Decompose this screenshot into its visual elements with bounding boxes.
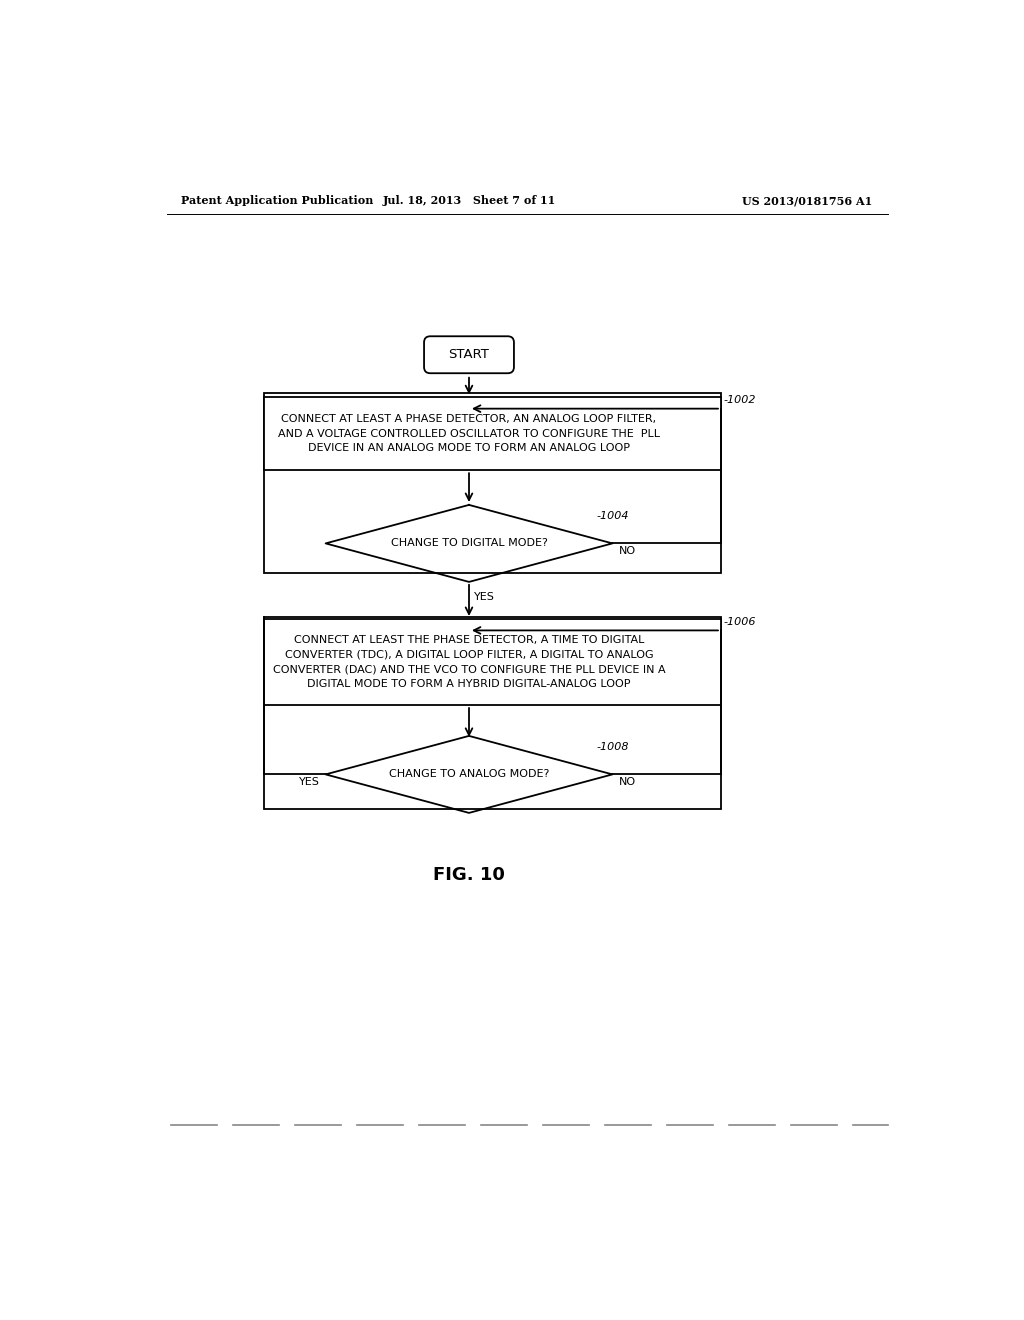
Text: Patent Application Publication: Patent Application Publication — [180, 195, 373, 206]
Text: NO: NO — [618, 777, 636, 788]
Text: CONNECT AT LEAST A PHASE DETECTOR, AN ANALOG LOOP FILTER,
AND A VOLTAGE CONTROLL: CONNECT AT LEAST A PHASE DETECTOR, AN AN… — [278, 414, 660, 454]
Text: FIG. 10: FIG. 10 — [433, 866, 505, 883]
Text: NO: NO — [618, 546, 636, 557]
Text: CHANGE TO ANALOG MODE?: CHANGE TO ANALOG MODE? — [389, 770, 549, 779]
Text: -1008: -1008 — [597, 742, 630, 752]
FancyBboxPatch shape — [424, 337, 514, 374]
Text: -1006: -1006 — [723, 616, 756, 627]
Text: START: START — [449, 348, 489, 362]
Bar — [263, 616, 721, 809]
Text: CHANGE TO DIGITAL MODE?: CHANGE TO DIGITAL MODE? — [390, 539, 548, 548]
Text: CONNECT AT LEAST THE PHASE DETECTOR, A TIME TO DIGITAL
CONVERTER (TDC), A DIGITA: CONNECT AT LEAST THE PHASE DETECTOR, A T… — [272, 635, 666, 689]
Text: YES: YES — [299, 777, 319, 788]
Bar — [263, 619, 721, 705]
Bar — [263, 397, 721, 470]
Text: US 2013/0181756 A1: US 2013/0181756 A1 — [741, 195, 872, 206]
Text: -1004: -1004 — [597, 511, 630, 521]
Text: YES: YES — [474, 593, 495, 602]
Text: -1002: -1002 — [723, 395, 756, 405]
Text: Jul. 18, 2013   Sheet 7 of 11: Jul. 18, 2013 Sheet 7 of 11 — [382, 195, 556, 206]
Bar — [263, 393, 721, 573]
